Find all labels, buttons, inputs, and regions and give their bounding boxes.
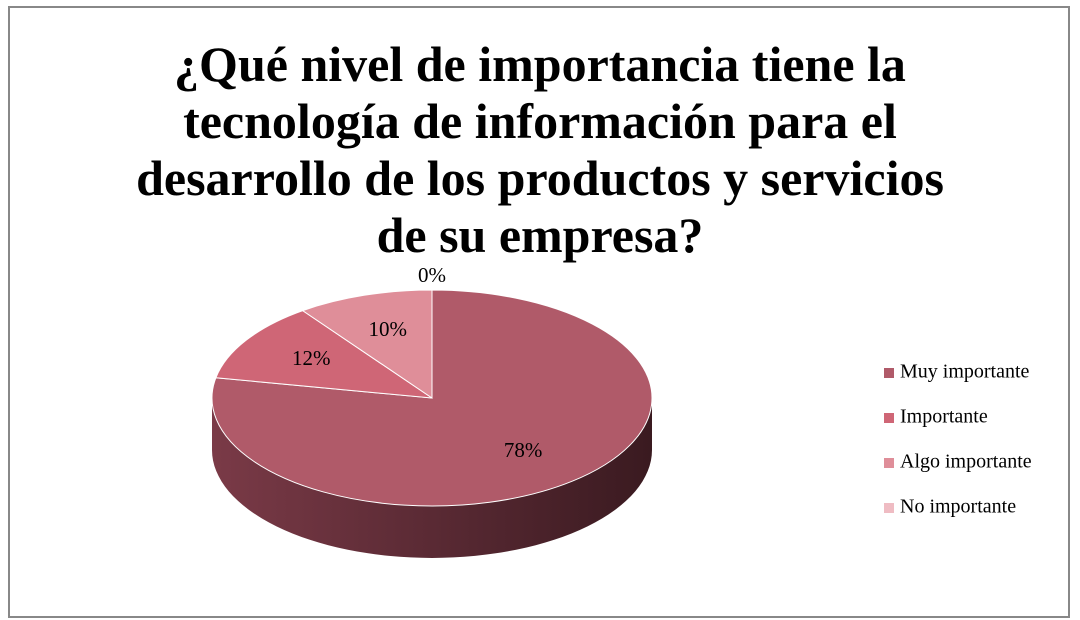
legend-label: Importante bbox=[900, 406, 988, 428]
legend-label: Muy importante bbox=[900, 361, 1030, 383]
legend-swatch bbox=[884, 368, 894, 378]
data-label: 78% bbox=[504, 438, 543, 462]
data-label: 10% bbox=[369, 317, 408, 341]
chart-title: ¿Qué nivel de importancia tiene la tecno… bbox=[136, 36, 944, 263]
legend-swatch bbox=[884, 503, 894, 513]
data-label: 0% bbox=[418, 263, 446, 287]
pie-slice bbox=[301, 289, 433, 399]
legend-swatch bbox=[884, 413, 894, 423]
pie-slice bbox=[215, 310, 433, 399]
legend-label: Algo importante bbox=[900, 451, 1032, 473]
legend-label: No importante bbox=[900, 496, 1016, 518]
pie-side bbox=[212, 398, 652, 558]
legend-swatch bbox=[884, 458, 894, 468]
data-label: 12% bbox=[292, 346, 331, 370]
